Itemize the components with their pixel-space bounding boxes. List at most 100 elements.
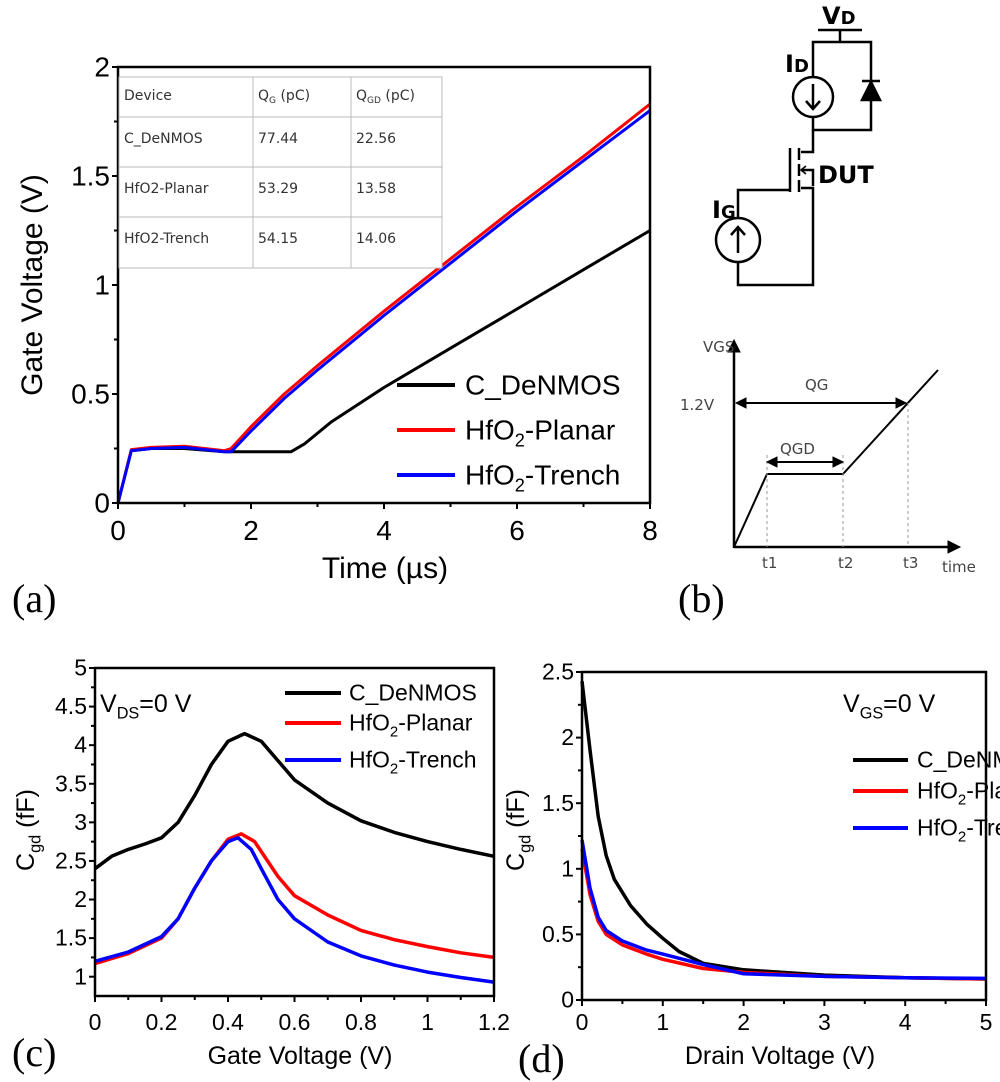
legend-label: HfO2-Planar [465,414,615,450]
condition-annotation-rest: =0 V [139,690,191,718]
header-base: Q [356,88,367,104]
x-tick-label: 0.4 [212,1009,244,1035]
circuit-diagram [714,28,883,287]
y-tick-label: 2.5 [542,659,574,685]
y-tick-label: 0 [561,987,574,1013]
y-tick-label: 0.5 [542,921,574,947]
x-axis-label: Time (µs) [322,552,448,585]
legend-label-rest: -Trench [966,815,1000,841]
y-axis-label-rest: (fF) [502,789,530,835]
x-tick-label: 3 [818,1009,831,1035]
x-tick-label: 2 [243,515,259,546]
y-tick-label: 1.5 [55,925,87,951]
header-sub: GD [367,96,381,106]
legend-label-base: C_DeNMOS [917,747,1000,773]
legend-label: HfO2-Trench [465,459,620,495]
legend-label-rest: -Planar [398,710,472,736]
table-cell: C_DeNMOS [124,131,203,147]
condition-annotation: VGS=0 V [843,690,936,722]
legend-label-rest: -Planar [966,778,1000,804]
x-tick-label: 0.8 [345,1009,377,1035]
y-axis-label-sub: gd [516,835,534,853]
vgs-waveform-diagram [727,338,962,554]
x-tick-label: 2 [737,1009,750,1035]
x-tick-label: 4 [899,1009,912,1035]
y-tick-label: 2 [94,51,110,82]
x-axis-label: Drain Voltage (V) [685,1042,875,1070]
y-axis-label-rest: (fF) [12,789,40,835]
x-tick-label: 1.2 [478,1009,510,1035]
series-line-hfo2-trench [580,839,987,981]
level-label: 1.2V [680,396,715,414]
condition-annotation-base: V [843,690,860,718]
legend-label-rest: -Planar [525,414,615,445]
chart-a: 0 2 4 6 8 0 0.5 1 1.5 2 Time (µs) Gate Voltage (V) C… [16,51,658,585]
x-tick-label: 0.2 [146,1009,178,1035]
legend-label-base: HfO [917,778,958,804]
panel-label-a: (a) [12,576,56,621]
y-tick-label: 0.5 [71,378,110,409]
legend-label-sub: 2 [390,723,398,740]
series-line-c_denmos [93,731,495,871]
panel-label-c: (c) [12,1030,56,1075]
x-tick-label: 0 [89,1009,102,1035]
condition-annotation-rest: =0 V [883,690,935,718]
x-tick-label: 0 [576,1009,589,1035]
panel-label-b: (b) [678,576,725,621]
y-axis-label: Cgd (fF) [502,789,534,871]
legend-label: HfO2-Planar [917,778,1000,809]
id-label: ID [785,50,809,78]
t1-label: t1 [762,554,777,572]
y-axis-label-sub: gd [26,835,44,853]
legend-label: HfO2-Trench [349,747,477,778]
legend-label-base: C_DeNMOS [465,369,621,400]
legend-label-sub: 2 [515,430,525,450]
y-tick-label: 0 [94,487,110,518]
legend-label-rest: -Trench [398,747,476,773]
circuit-labels: VD ID DUT IG [712,2,874,224]
y-tick-label: 1.5 [71,160,110,191]
x-tick-label: 0.6 [279,1009,311,1035]
table-header-cell: QGD (pC) [356,88,415,106]
x-tick-label: 1 [421,1009,434,1035]
legend-label-sub: 2 [958,828,966,845]
legend-label: HfO2-Trench [917,815,1000,846]
legend-label-base: HfO [917,815,958,841]
t3-label: t3 [903,554,918,572]
legend-label-base: HfO [349,747,390,773]
header-base: Device [124,88,172,104]
y-tick-label: 5 [74,655,87,681]
x-tick-label: 4 [376,515,392,546]
table-cell: HfO2-Trench [124,231,209,247]
legend-label-base: HfO [465,459,515,490]
chart-c: 0 0.2 0.4 0.6 0.8 1 1.2 1 1.5 2 2.5 3 3.5 4 4.5 5 Gate V… [12,655,510,1070]
y-tick-label: 4.5 [55,693,87,719]
x-tick-label: 8 [642,515,658,546]
x-tick-label: 1 [656,1009,669,1035]
y-axis-label-base: C [502,853,530,871]
panel-label-d: (d) [518,1036,565,1081]
x-axis-label: Gate Voltage (V) [208,1042,393,1070]
series-line-hfo2-trench [94,836,495,984]
ig-label: IG [712,196,736,224]
table-cell: 53.29 [258,181,298,197]
legend-label-base: HfO [465,414,515,445]
time-label: time [942,558,976,576]
y-tick-label: 1 [561,855,574,881]
legend-label-rest: -Trench [525,459,620,490]
legend-label: C_DeNMOS [917,747,1000,773]
x-tick-label: 6 [509,515,525,546]
ig-current-source-icon [714,216,762,264]
qg-label: QG [805,376,828,394]
table-cell: 22.56 [356,131,396,147]
legend-label-sub: 2 [515,475,525,495]
waveform-labels: VGS 1.2V QG QGD t1 t2 t3 time [680,338,976,576]
x-tick-label: 5 [980,1009,993,1035]
y-tick-label: 1.5 [542,790,574,816]
y-tick-label: 3 [74,809,87,835]
y-tick-label: 1 [74,963,87,989]
vgs-label: VGS [703,338,734,356]
y-axis-label: Cgd (fF) [12,789,44,871]
legend-label: C_DeNMOS [349,680,477,706]
